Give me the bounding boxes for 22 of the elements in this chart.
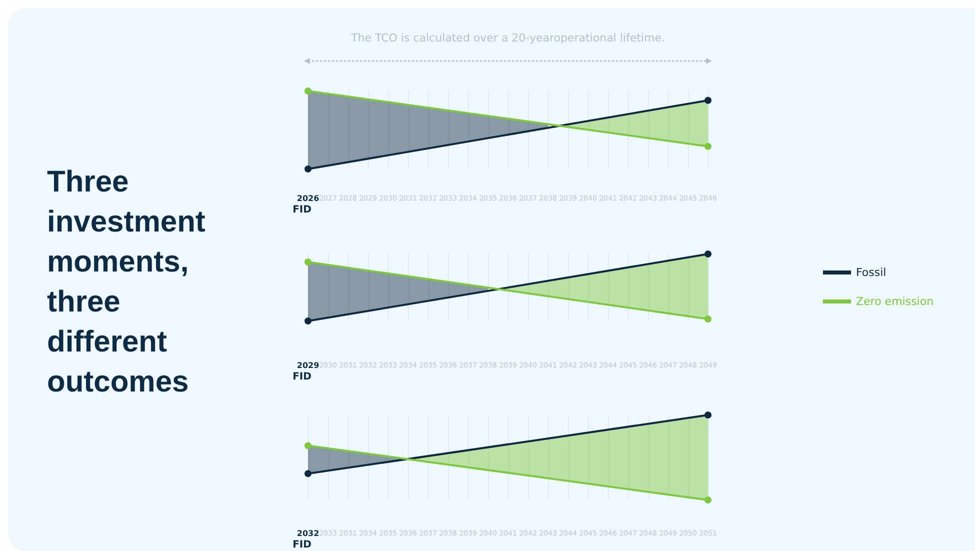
point [704,315,712,322]
point [704,250,712,258]
point [304,442,312,450]
point [704,496,712,504]
legend-label: Fossil [856,266,886,279]
x-axis-title: FID [292,372,312,382]
x-tick-label: 2026 [296,194,320,203]
point [704,412,712,418]
text: Three investment moments, three different outcomes [47,166,214,398]
point [304,88,312,94]
point [304,318,312,324]
x-tick-label: 2032 [296,529,320,538]
legend-label: Zero emission [856,295,934,308]
point [304,470,312,478]
text: The TCO is calculated over a 20-yearoperational lifetime. [350,32,665,44]
x-tick-label: 2029 [296,361,320,370]
point [304,258,312,266]
point [304,166,312,172]
x-axis-title: FID [292,540,312,550]
point [704,142,712,150]
x-axis-title: FID [292,204,312,216]
point [704,96,712,104]
